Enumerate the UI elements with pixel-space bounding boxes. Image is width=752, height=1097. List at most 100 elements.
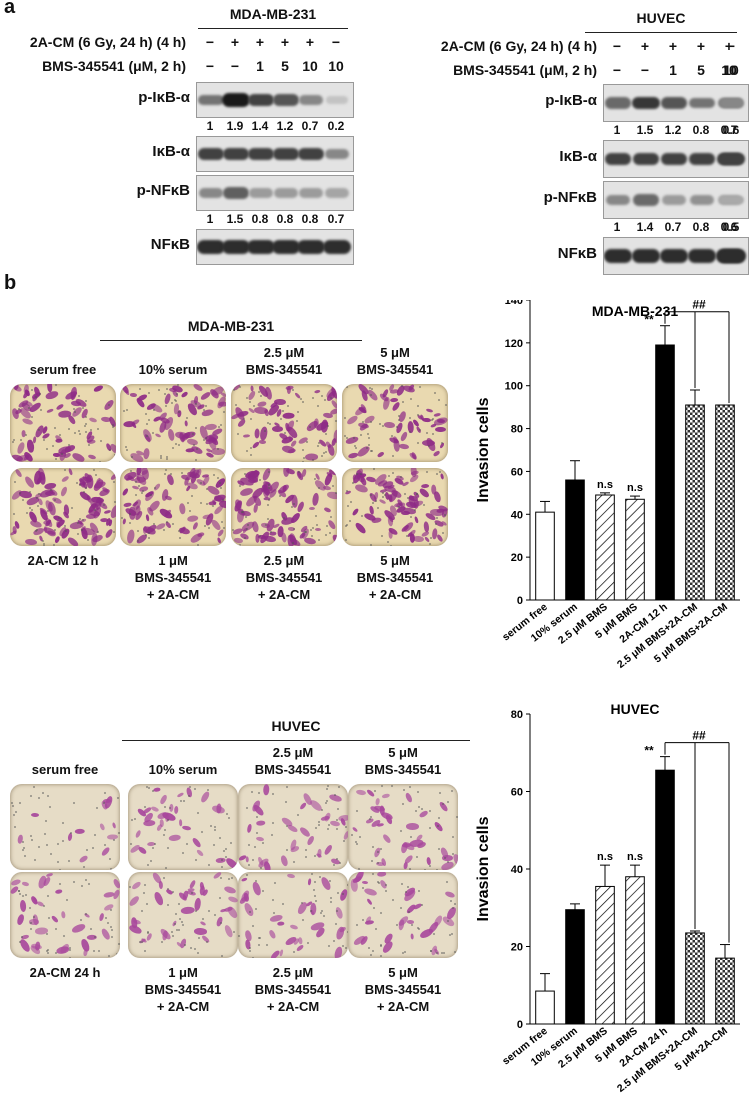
blot-band	[323, 240, 351, 254]
membrane-pore	[84, 425, 87, 428]
blot-band	[222, 147, 250, 161]
membrane-pore	[346, 490, 349, 493]
membrane-pore	[419, 386, 422, 389]
stained-cell	[410, 933, 414, 940]
membrane-pore	[382, 492, 385, 495]
blot-band	[719, 97, 745, 109]
membrane-pore	[68, 428, 71, 431]
membrane-pore	[31, 389, 34, 392]
membrane-pore	[79, 919, 82, 922]
membrane-pore	[179, 799, 182, 802]
membrane-pore	[266, 422, 269, 425]
condition-2a-cm-label: 2A-CM (6 Gy, 24 h) (4 h)	[440, 38, 597, 54]
membrane-pore	[72, 802, 75, 805]
blot-label: IκB-α	[152, 143, 190, 160]
membrane-pore	[261, 842, 264, 845]
membrane-pore	[311, 396, 314, 399]
band-quantification: 0.8	[251, 212, 269, 226]
stained-cell	[352, 933, 367, 947]
membrane-pore	[433, 932, 436, 935]
membrane-pore	[220, 487, 223, 490]
membrane-pore	[221, 499, 224, 502]
membrane-pore	[245, 874, 248, 877]
membrane-pore	[417, 927, 420, 930]
membrane-pore	[112, 480, 115, 483]
membrane-pore	[428, 827, 431, 830]
membrane-pore	[435, 868, 438, 870]
membrane-pore	[114, 501, 116, 504]
membrane-pore	[319, 912, 322, 915]
membrane-pore	[150, 860, 153, 863]
membrane-pore	[95, 806, 98, 809]
membrane-pore	[189, 510, 192, 513]
membrane-pore	[409, 416, 412, 419]
stained-cell	[178, 819, 183, 827]
membrane-pore	[189, 785, 192, 788]
stained-cell	[42, 525, 48, 534]
band-quantification: 0.7	[301, 119, 319, 133]
membrane-pore	[429, 536, 432, 539]
membrane-pore	[409, 867, 412, 870]
membrane-pore	[311, 527, 314, 529]
membrane-pore	[107, 922, 110, 925]
membrane-pore	[97, 427, 100, 430]
membrane-pore	[302, 401, 305, 404]
blot-image	[603, 84, 749, 122]
membrane-pore	[125, 409, 128, 412]
membrane-pore	[335, 827, 338, 830]
membrane-pore	[103, 802, 106, 805]
membrane-pore	[279, 494, 282, 497]
membrane-pore	[286, 786, 288, 789]
membrane-pore	[177, 410, 180, 413]
membrane-pore	[217, 448, 220, 451]
membrane-pore	[246, 523, 249, 526]
membrane-pore	[174, 399, 177, 402]
membrane-pore	[401, 384, 404, 387]
condition-2a-cm-value: +	[668, 38, 678, 54]
membrane-pore	[311, 459, 314, 462]
membrane-pore	[249, 418, 252, 421]
membrane-pore	[212, 474, 215, 477]
stained-cell	[327, 443, 337, 458]
stained-cell	[315, 852, 323, 859]
invasion-well-image	[128, 784, 238, 870]
membrane-pore	[381, 495, 384, 498]
membrane-pore	[314, 826, 317, 829]
bar	[535, 990, 555, 1025]
membrane-pore	[14, 826, 17, 829]
stained-cell	[413, 515, 419, 524]
stained-cell	[295, 944, 305, 953]
membrane-pore	[30, 838, 33, 841]
membrane-pore	[110, 929, 113, 932]
condition-2a-cm-value: +	[230, 34, 240, 50]
stained-cell	[21, 880, 30, 887]
membrane-pore	[151, 790, 154, 793]
membrane-pore	[317, 441, 320, 444]
y-tick-label: 20	[511, 552, 523, 564]
membrane-pore	[67, 859, 70, 862]
band-quantification: 0.8	[301, 212, 319, 226]
stained-cell	[366, 388, 380, 403]
membrane-pore	[370, 954, 373, 957]
stained-cell	[62, 510, 71, 520]
stained-cell	[80, 937, 91, 953]
membrane-pore	[359, 433, 362, 436]
membrane-pore	[443, 514, 446, 517]
membrane-pore	[410, 923, 413, 926]
membrane-pore	[264, 430, 267, 433]
membrane-pore	[200, 482, 203, 485]
stained-cell	[121, 517, 127, 525]
y-tick-label: 80	[511, 709, 523, 721]
invasion-well-image	[348, 872, 458, 958]
membrane-pore	[18, 408, 21, 411]
stained-cell	[109, 503, 116, 520]
membrane-pore	[444, 857, 447, 860]
membrane-pore	[136, 530, 139, 533]
membrane-pore	[418, 806, 421, 809]
membrane-pore	[203, 525, 206, 528]
stained-cell	[345, 414, 359, 427]
membrane-pore	[47, 916, 50, 919]
invasion-well-image	[10, 784, 120, 870]
membrane-pore	[74, 410, 76, 413]
condition-bms-label: BMS-345541 (μM, 2 h)	[453, 62, 597, 78]
